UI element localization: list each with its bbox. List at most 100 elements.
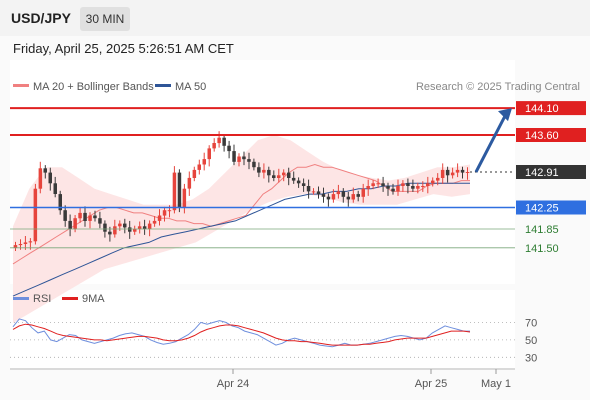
candle-body — [162, 210, 167, 216]
candle-body — [257, 167, 261, 173]
datetime-label: Friday, April 25, 2025 5:26:51 AM CET — [13, 41, 234, 56]
level-label-pivot: 142.25 — [525, 203, 559, 215]
rsi-tick-label: 50 — [525, 335, 537, 347]
candle-body — [331, 194, 336, 200]
level-box-pivot — [516, 200, 586, 215]
candle-body — [58, 194, 62, 211]
bollinger-fill — [13, 135, 470, 323]
candle-body — [296, 180, 301, 184]
candle-body — [232, 151, 236, 162]
x-tick-label: Apr 25 — [415, 378, 447, 390]
candle-body — [346, 196, 351, 200]
x-tick-label: May 1 — [481, 378, 511, 390]
candle-body — [83, 212, 87, 221]
x-axis: Apr 24 Apr 25 May 1 — [217, 369, 511, 390]
candle-body — [128, 227, 132, 232]
candle-body — [321, 194, 326, 197]
candle-body — [103, 223, 107, 232]
arrow-head — [498, 108, 512, 122]
candle-body — [316, 191, 321, 195]
candle-body — [43, 168, 47, 173]
candle-body — [411, 186, 415, 189]
candle-body — [68, 220, 72, 229]
candle-body — [192, 169, 197, 178]
candle-body — [440, 169, 445, 178]
candle-body — [436, 177, 440, 181]
candle-body — [336, 191, 341, 195]
candle-body — [147, 223, 152, 229]
candle-body — [182, 188, 187, 208]
header-bar: USD/JPY 30 MIN — [0, 0, 590, 36]
candle-body — [401, 183, 405, 186]
candle-body — [247, 159, 251, 162]
candle-body — [53, 183, 57, 194]
rsi-ma-legend-label: 9MA — [82, 293, 105, 305]
candle-body — [197, 164, 201, 170]
rsi-tick-label: 30 — [525, 352, 537, 364]
ma20-legend-label: MA 20 + Bollinger Bands — [33, 81, 154, 93]
candle-body — [386, 186, 390, 189]
candle-body — [187, 177, 192, 189]
candle-body — [306, 186, 311, 192]
level-label-resistance: 143.60 — [525, 130, 559, 142]
level-label-support: 141.85 — [525, 224, 559, 236]
candle-body — [33, 188, 38, 242]
candle-body — [88, 215, 92, 221]
candle-body — [376, 183, 380, 185]
candle-body — [406, 183, 410, 186]
candle-body — [18, 244, 23, 246]
bollinger-band — [13, 135, 470, 323]
candle-body — [272, 175, 276, 178]
candle-body — [381, 183, 385, 186]
candle-body — [262, 169, 266, 173]
candle-body — [421, 186, 425, 187]
candle-body — [217, 137, 221, 144]
candle-body — [396, 186, 400, 192]
candle-body — [391, 188, 395, 192]
interval-button[interactable]: 30 MIN — [80, 7, 130, 31]
candle-body — [137, 226, 142, 229]
candle-body — [371, 183, 375, 186]
price-levels: 144.10 143.60 142.91 142.25 141.85 141.50 — [10, 101, 586, 255]
level-label-resistance: 144.10 — [525, 103, 559, 115]
candle-body — [207, 148, 211, 160]
candle-body — [123, 223, 127, 228]
rsi-legend-label: RSI — [33, 293, 51, 305]
rsi-panel: 70 50 30 — [10, 317, 537, 364]
candle-body — [78, 212, 82, 219]
candle-body — [23, 242, 28, 244]
candle-body — [450, 172, 455, 176]
candle-body — [167, 210, 172, 212]
candle-body — [356, 194, 360, 197]
candle-body — [93, 215, 97, 219]
candle-body — [291, 177, 296, 181]
candle-body — [351, 194, 355, 200]
rsi-ma-legend-swatch — [62, 297, 78, 300]
candle-body — [28, 241, 33, 243]
candle-body — [48, 172, 52, 184]
candle-body — [108, 231, 112, 235]
credit-label: Research © 2025 Trading Central — [416, 81, 580, 93]
candle-body — [98, 218, 102, 224]
candle-body — [242, 156, 246, 160]
candle-body — [311, 191, 316, 193]
candle-body — [172, 172, 177, 211]
candle-body — [361, 188, 365, 197]
rsi-ma-line — [12, 323, 471, 346]
candles — [13, 131, 470, 251]
candle-body — [157, 215, 162, 221]
rsi-plot-area — [10, 290, 515, 368]
x-tick-label: Apr 24 — [217, 378, 249, 390]
candle-body — [341, 191, 346, 197]
candle-body — [267, 169, 271, 176]
arrow-shaft — [474, 113, 508, 173]
forecast-arrow — [474, 108, 512, 173]
candle-body — [277, 175, 281, 178]
ma50-legend-label: MA 50 — [175, 81, 206, 93]
symbol-title: USD/JPY — [11, 10, 71, 26]
candle-body — [431, 180, 435, 184]
candle-body — [152, 220, 157, 224]
candle-body — [282, 172, 286, 176]
candle-body — [38, 168, 43, 189]
